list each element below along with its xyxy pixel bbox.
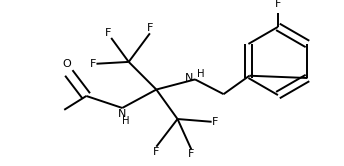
Text: H: H	[197, 69, 204, 79]
Text: F: F	[188, 149, 195, 159]
Text: N: N	[185, 74, 193, 83]
Text: F: F	[212, 117, 218, 127]
Text: O: O	[63, 59, 71, 69]
Text: F: F	[275, 0, 281, 9]
Text: F: F	[90, 59, 96, 69]
Text: N: N	[118, 109, 127, 119]
Text: F: F	[105, 28, 111, 38]
Text: F: F	[147, 23, 153, 33]
Text: H: H	[122, 116, 130, 126]
Text: F: F	[153, 147, 160, 157]
